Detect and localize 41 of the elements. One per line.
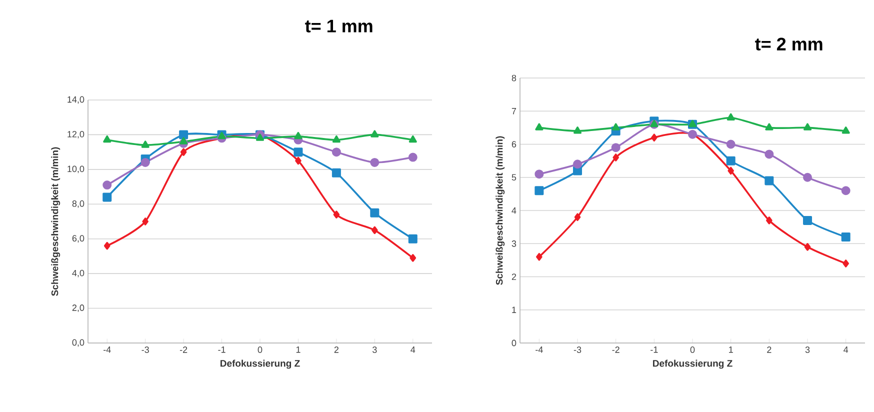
y-tick-label: 14,0 <box>68 96 84 104</box>
x-tick-label: 4 <box>410 346 416 353</box>
y-tick-label: 5 <box>512 174 516 181</box>
x-tick-label: 1 <box>729 346 733 353</box>
x-tick-label: 4 <box>844 346 848 353</box>
x-tick-label: -4 <box>104 346 111 353</box>
y-tick-label: 2 <box>512 274 516 280</box>
y-tick-label: 6 <box>512 141 516 148</box>
y-tick-label: 8 <box>512 74 516 82</box>
x-axis-title: Defokussierung Z <box>653 360 732 369</box>
y-tick-label: 12,0 <box>68 130 84 138</box>
y-tick-label: 4 <box>512 207 516 214</box>
x-axis-title: Defokussierung Z <box>220 360 300 369</box>
chart-title: t= 2 mm <box>755 38 822 50</box>
x-tick-label: -3 <box>142 346 149 353</box>
y-tick-label: 1 <box>512 306 516 313</box>
x-tick-label: 1 <box>296 346 300 353</box>
y-tick-label: 6,0 <box>72 235 84 243</box>
y-tick-label: 0 <box>512 340 516 346</box>
x-tick-label: 2 <box>334 346 338 353</box>
y-tick-label: 10,0 <box>68 166 84 174</box>
y-axis-title: Schweißgeschwindigkeit (m/min) <box>51 147 60 296</box>
y-tick-label: 4,0 <box>72 270 84 278</box>
x-tick-label: -2 <box>180 346 188 353</box>
x-tick-label: 3 <box>372 346 377 353</box>
chart-title: t= 1 mm <box>305 20 372 32</box>
x-tick-label: 2 <box>767 346 772 353</box>
x-tick-label: -1 <box>650 346 658 353</box>
x-tick-label: 0 <box>258 346 262 353</box>
y-tick-label: 3 <box>512 240 516 247</box>
y-tick-label: 8,0 <box>72 200 84 208</box>
y-tick-label: 2,0 <box>72 304 84 312</box>
x-tick-label: -4 <box>536 346 543 353</box>
y-axis-title: Schweißgeschwindigkeit (m/min) <box>496 136 505 285</box>
x-tick-label: -2 <box>612 346 620 353</box>
x-tick-label: 3 <box>805 346 810 353</box>
x-tick-label: -3 <box>574 346 582 353</box>
x-tick-label: 0 <box>690 346 695 353</box>
x-tick-label: -1 <box>218 346 226 353</box>
y-tick-label: 7 <box>512 108 516 114</box>
y-tick-label: 0,0 <box>72 339 84 347</box>
